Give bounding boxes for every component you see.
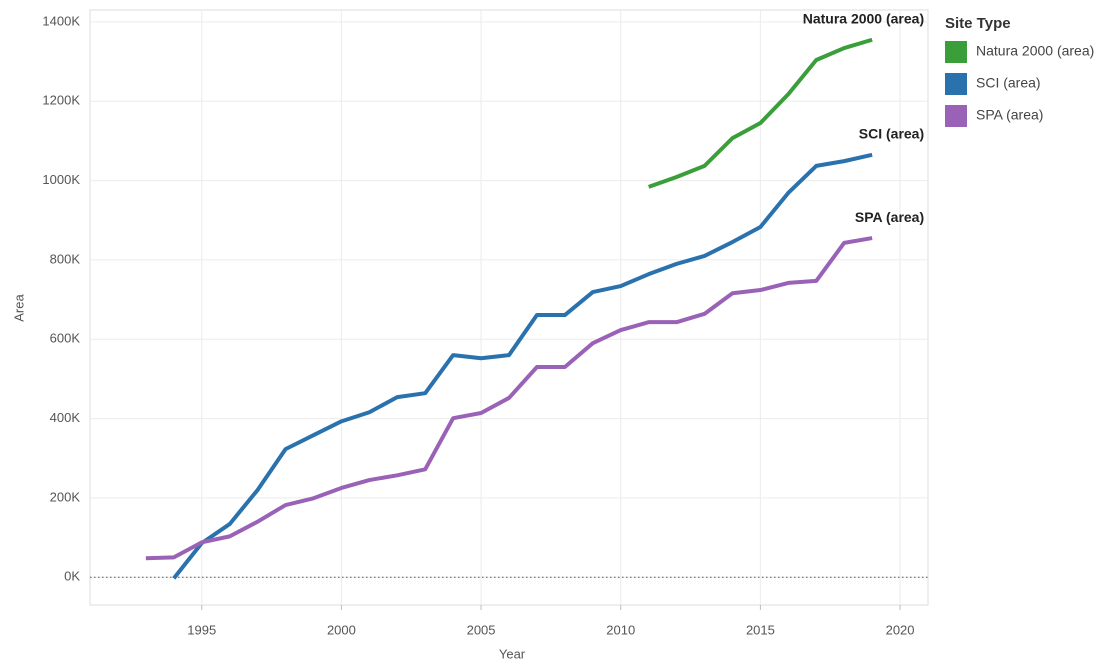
y-tick-label: 600K bbox=[50, 331, 81, 346]
y-tick-label: 400K bbox=[50, 410, 81, 425]
x-tick-label: 2020 bbox=[886, 622, 915, 637]
legend-label: SPA (area) bbox=[976, 107, 1043, 123]
series-line bbox=[647, 37, 873, 189]
x-tick-label: 2005 bbox=[467, 622, 496, 637]
y-tick-label: 200K bbox=[50, 489, 81, 504]
y-tick-label: 1200K bbox=[42, 93, 80, 108]
end-label: SCI (area) bbox=[859, 125, 924, 141]
x-tick-label: 2015 bbox=[746, 622, 775, 637]
legend-swatch bbox=[945, 73, 967, 95]
x-tick-label: 1995 bbox=[187, 622, 216, 637]
y-axis-label: Area bbox=[11, 294, 26, 322]
end-label: Natura 2000 (area) bbox=[803, 10, 924, 26]
end-label: SPA (area) bbox=[855, 209, 924, 225]
x-axis-label: Year bbox=[499, 646, 526, 661]
legend-label: SCI (area) bbox=[976, 75, 1041, 91]
x-tick-label: 2000 bbox=[327, 622, 356, 637]
legend-title: Site Type bbox=[945, 15, 1011, 32]
y-tick-label: 1400K bbox=[42, 13, 80, 28]
legend-swatch bbox=[945, 41, 967, 63]
legend-label: Natura 2000 (area) bbox=[976, 43, 1094, 59]
plot-frame bbox=[89, 9, 929, 606]
y-tick-label: 0K bbox=[64, 569, 80, 584]
legend-swatch bbox=[945, 105, 967, 127]
x-tick-label: 2010 bbox=[606, 622, 635, 637]
series-line bbox=[172, 152, 873, 580]
y-tick-label: 1000K bbox=[42, 172, 80, 187]
series-line bbox=[145, 236, 873, 561]
y-tick-label: 800K bbox=[50, 251, 81, 266]
